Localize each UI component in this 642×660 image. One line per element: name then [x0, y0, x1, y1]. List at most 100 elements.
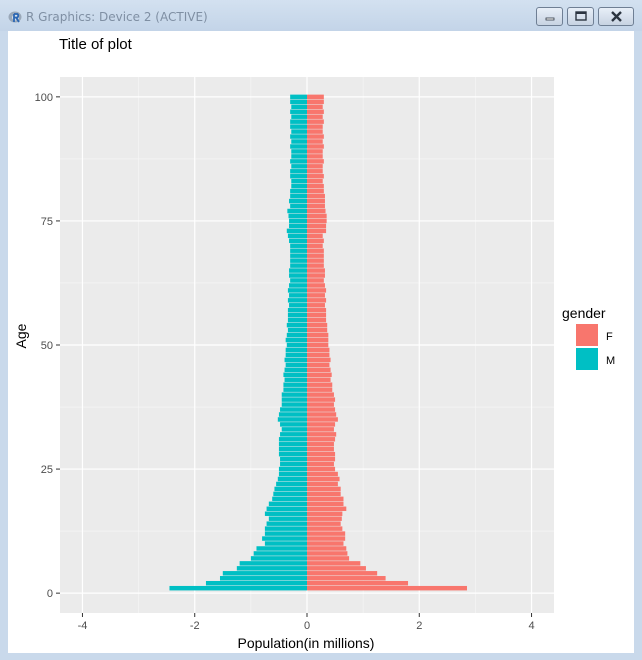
- bar-male: [290, 258, 307, 263]
- x-tick-label: -2: [190, 620, 200, 632]
- bar-male: [290, 94, 307, 100]
- bar-male: [290, 109, 307, 114]
- bar-female: [307, 511, 343, 516]
- bar-male: [287, 298, 307, 303]
- bar-male: [283, 372, 307, 378]
- x-axis-title: Population(in millions): [238, 635, 375, 651]
- bar-male: [290, 188, 307, 194]
- x-axis: -4 -2 0 2 4: [78, 613, 535, 632]
- bar-male: [289, 293, 307, 298]
- bar-male: [276, 481, 307, 487]
- window-title: R Graphics: Device 2 (ACTIVE): [26, 10, 208, 24]
- bar-male: [287, 233, 307, 239]
- bar-female: [307, 327, 328, 333]
- bar-male: [286, 332, 307, 338]
- minimize-button[interactable]: [536, 7, 563, 26]
- bar-female: [307, 471, 338, 477]
- bar-male: [285, 337, 307, 343]
- bar-male: [291, 178, 307, 184]
- bar-male: [239, 561, 307, 566]
- bar-female: [307, 308, 327, 313]
- bar-male: [236, 566, 307, 571]
- bar-male: [287, 208, 307, 214]
- bar-female: [307, 521, 341, 526]
- bar-male: [289, 268, 307, 273]
- bar-female: [307, 556, 350, 561]
- bar-male: [268, 501, 307, 507]
- close-button[interactable]: [598, 7, 634, 26]
- bar-male: [278, 471, 307, 477]
- bar-female: [307, 273, 325, 278]
- y-tick-label: 75: [41, 216, 53, 228]
- bar-female: [307, 164, 323, 169]
- bar-female: [307, 203, 325, 209]
- bar-male: [273, 491, 307, 497]
- bar-female: [307, 397, 336, 402]
- bar-male: [291, 154, 307, 159]
- title-bar[interactable]: R Graphics: Device 2 (ACTIVE): [0, 0, 642, 31]
- bar-male: [290, 248, 307, 253]
- bar-female: [307, 347, 330, 353]
- bar-female: [307, 154, 323, 159]
- bar-male: [287, 308, 307, 313]
- bar-female: [307, 461, 334, 467]
- bar-male: [281, 427, 307, 432]
- bar-female: [307, 580, 409, 586]
- bar-male: [264, 526, 307, 531]
- bar-male: [256, 546, 307, 551]
- x-tick-label: 2: [416, 620, 422, 632]
- bar-female: [307, 491, 341, 497]
- bar-female: [307, 317, 327, 323]
- bar-male: [278, 466, 307, 472]
- bar-male: [289, 223, 307, 229]
- bar-male: [277, 417, 307, 422]
- bar-female: [307, 104, 323, 110]
- y-tick-label: 100: [35, 92, 53, 104]
- bar-male: [290, 193, 307, 199]
- bar-female: [307, 213, 327, 219]
- bar-male: [222, 571, 307, 576]
- bar-male: [291, 183, 307, 189]
- bar-male: [290, 134, 307, 139]
- bar-male: [250, 556, 307, 561]
- bar-female: [307, 283, 325, 288]
- bar-female: [307, 278, 324, 283]
- bar-male: [264, 541, 307, 546]
- bar-female: [307, 218, 327, 224]
- bar-male: [284, 367, 307, 373]
- bar-male: [291, 129, 307, 134]
- bar-male: [262, 536, 307, 541]
- bar-female: [307, 377, 331, 382]
- bar-female: [307, 506, 347, 512]
- bar-female: [307, 387, 333, 392]
- bar-male: [290, 124, 307, 129]
- bar-female: [307, 303, 325, 308]
- bar-female: [307, 446, 334, 452]
- x-tick-label: -4: [78, 620, 88, 632]
- bar-male: [281, 402, 307, 407]
- bar-male: [289, 198, 307, 204]
- bar-female: [307, 501, 344, 507]
- bar-male: [284, 377, 307, 382]
- bar-female: [307, 139, 323, 144]
- bar-female: [307, 188, 324, 194]
- bar-male: [266, 521, 307, 526]
- bar-female: [307, 576, 386, 581]
- bar-male: [291, 139, 307, 144]
- bar-male: [290, 144, 307, 149]
- x-tick-label: 0: [304, 620, 310, 632]
- bar-female: [307, 526, 343, 531]
- bar-male: [285, 352, 307, 358]
- bar-female: [307, 322, 328, 328]
- bar-female: [307, 193, 325, 199]
- bar-female: [307, 551, 348, 556]
- bar-female: [307, 268, 325, 273]
- maximize-button[interactable]: [567, 7, 594, 26]
- legend-key-m: [576, 348, 598, 370]
- bar-male: [290, 174, 307, 179]
- bar-male: [287, 288, 307, 293]
- bar-female: [307, 571, 378, 576]
- bar-female: [307, 169, 323, 174]
- bar-female: [307, 382, 333, 387]
- bar-female: [307, 536, 346, 541]
